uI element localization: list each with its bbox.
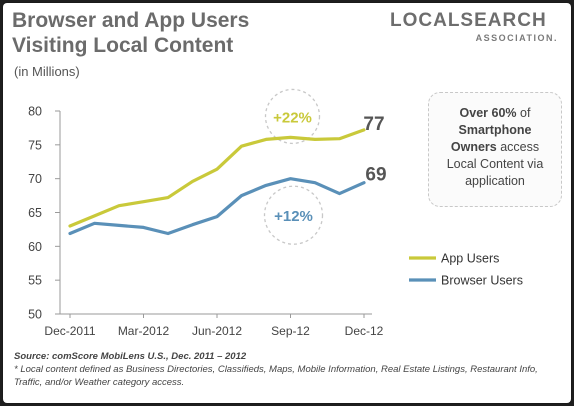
app-users-line xyxy=(68,128,366,228)
logo-sub-text: ASSOCIATION. xyxy=(475,33,558,43)
chart-title-line-2: Visiting Local Content xyxy=(12,34,234,57)
source-note: Source: comScore MobiLens U.S., Dec. 201… xyxy=(14,350,560,389)
app-growth-circle xyxy=(264,88,321,145)
callout-highlight-1: Over 60% xyxy=(459,106,517,120)
browser-growth-circle xyxy=(263,185,324,245)
browser-growth-label: +12% xyxy=(274,208,313,225)
x-tick-label: Sep-12 xyxy=(271,324,310,338)
browser-users-end-label: 69 xyxy=(365,165,386,186)
y-tick-label: 70 xyxy=(28,172,42,186)
y-tick-label: 75 xyxy=(28,138,42,152)
chart-title: Browser and App Users Visiting Local Con… xyxy=(12,8,302,58)
y-tick-label: 80 xyxy=(28,105,42,119)
callout-text-2: access Local Content via application xyxy=(446,140,544,188)
y-tick-label: 60 xyxy=(28,240,42,254)
callout-highlight-2: Smartphone Owners xyxy=(450,123,532,154)
browser-users-line xyxy=(68,177,366,236)
callout-box: Over 60% of Smartphone Owners access Loc… xyxy=(428,92,562,207)
x-tick-label: Mar-2012 xyxy=(118,324,170,338)
definition-footnote: * Local content defined as Business Dire… xyxy=(14,364,538,388)
y-tick-label: 50 xyxy=(28,308,42,322)
y-tick-label: 65 xyxy=(28,206,42,220)
source-citation: Source: comScore MobiLens U.S., Dec. 201… xyxy=(14,351,247,362)
app-users-end-label: 77 xyxy=(363,114,384,135)
legend-app-users-label: App Users xyxy=(441,252,499,266)
chart-title-line-1: Browser and App Users xyxy=(12,9,250,32)
callout-text-1: of xyxy=(516,106,531,120)
x-tick-label: Dec-2011 xyxy=(44,324,95,338)
y-unit-label: (in Millions) xyxy=(14,64,80,79)
local-search-association-logo: LOCALSEARCH ASSOCIATION. xyxy=(390,10,562,46)
x-tick-label: Jun-2012 xyxy=(192,324,242,338)
app-growth-label: +22% xyxy=(273,109,312,126)
legend-browser-users-label: Browser Users xyxy=(441,274,523,288)
y-tick-label: 55 xyxy=(28,274,42,288)
logo-main-text: LOCALSEARCH xyxy=(390,10,547,31)
x-tick-label: Dec-12 xyxy=(345,324,384,338)
